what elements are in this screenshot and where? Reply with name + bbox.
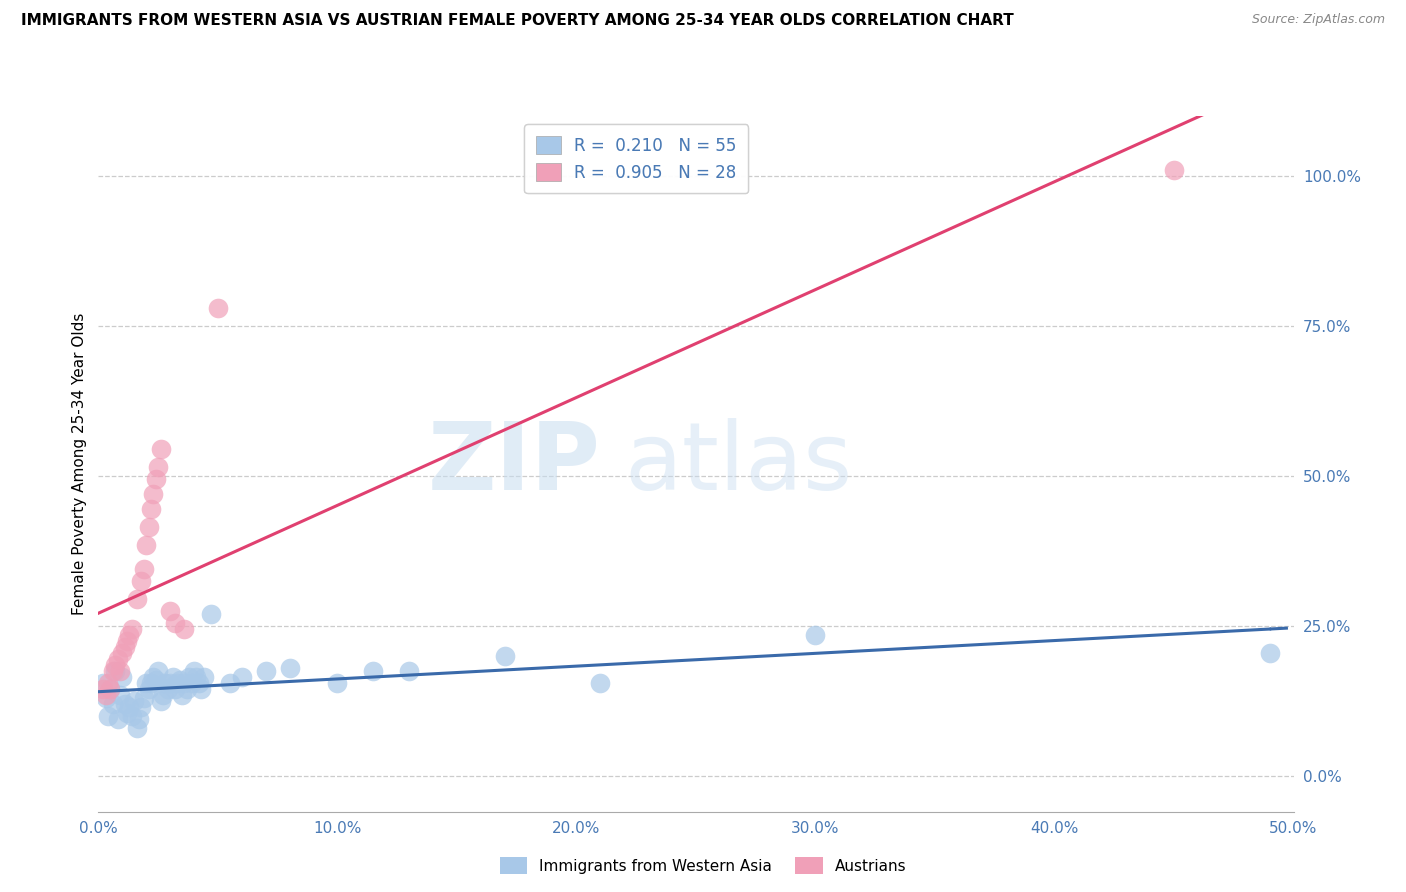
Point (97, 675, 120, 690)
Point (121, 622, 143, 636)
Point (108, 688, 131, 702)
Point (326, 675, 349, 690)
Legend: Immigrants from Western Asia, Austrians: Immigrants from Western Asia, Austrians (494, 851, 912, 880)
Point (176, 681, 198, 696)
Point (108, 664, 131, 678)
Point (114, 640, 136, 654)
Point (183, 664, 205, 678)
Point (163, 615, 186, 630)
Point (804, 628, 827, 642)
Point (139, 501, 162, 516)
Point (121, 708, 143, 723)
Point (118, 699, 141, 714)
Point (173, 675, 195, 690)
Point (131, 574, 153, 588)
Point (159, 675, 181, 690)
Point (149, 442, 172, 456)
Legend: R =  0.210   N = 55, R =  0.905   N = 28: R = 0.210 N = 55, R = 0.905 N = 28 (524, 124, 748, 194)
Point (132, 690, 155, 705)
Point (142, 487, 165, 501)
Point (145, 673, 167, 687)
Point (135, 675, 157, 690)
Point (179, 670, 201, 684)
Point (132, 562, 155, 576)
Text: IMMIGRANTS FROM WESTERN ASIA VS AUSTRIAN FEMALE POVERTY AMONG 25-34 YEAR OLDS CO: IMMIGRANTS FROM WESTERN ASIA VS AUSTRIAN… (21, 13, 1014, 29)
Point (138, 681, 160, 696)
Point (131, 699, 153, 714)
Point (186, 670, 208, 684)
Point (589, 675, 612, 690)
Text: atlas: atlas (624, 417, 852, 510)
Point (162, 670, 184, 684)
Point (111, 670, 134, 684)
Point (139, 675, 162, 690)
Point (231, 670, 253, 684)
Point (114, 697, 136, 711)
Point (118, 628, 141, 642)
Point (169, 673, 191, 687)
Point (278, 661, 301, 675)
Point (207, 301, 229, 315)
Point (166, 675, 188, 690)
Point (190, 681, 212, 696)
Point (200, 607, 222, 621)
Point (91, 681, 114, 696)
Y-axis label: Female Poverty Among 25-34 Year Olds: Female Poverty Among 25-34 Year Olds (72, 313, 87, 615)
Point (1258, 646, 1281, 660)
Point (125, 591, 148, 606)
Point (98, 681, 122, 696)
Point (254, 664, 277, 678)
Point (172, 688, 194, 702)
Point (104, 657, 127, 672)
Point (107, 712, 129, 726)
Point (125, 721, 148, 735)
Point (173, 622, 195, 636)
Point (111, 646, 134, 660)
Point (115, 633, 138, 648)
Point (97, 708, 120, 723)
Point (398, 664, 420, 678)
Point (138, 520, 160, 534)
Point (148, 459, 170, 474)
Point (363, 664, 385, 678)
Point (152, 688, 174, 702)
Point (104, 664, 127, 678)
Point (155, 675, 177, 690)
Point (1163, 163, 1185, 178)
Text: ZIP: ZIP (427, 417, 600, 510)
Point (135, 538, 157, 552)
Point (101, 697, 124, 711)
Point (159, 604, 181, 618)
Point (145, 472, 167, 486)
Point (94, 690, 117, 705)
Point (187, 675, 209, 690)
Point (163, 681, 186, 696)
Point (219, 675, 242, 690)
Point (149, 694, 172, 708)
Point (193, 670, 215, 684)
Point (101, 664, 124, 678)
Point (98, 681, 122, 696)
Point (91, 675, 114, 690)
Point (128, 712, 150, 726)
Point (115, 706, 138, 720)
Point (148, 664, 170, 678)
Text: Source: ZipAtlas.com: Source: ZipAtlas.com (1251, 13, 1385, 27)
Point (107, 652, 129, 666)
Point (142, 670, 165, 684)
Point (94, 688, 117, 702)
Point (180, 675, 202, 690)
Point (494, 648, 516, 663)
Point (124, 694, 146, 708)
Point (156, 681, 179, 696)
